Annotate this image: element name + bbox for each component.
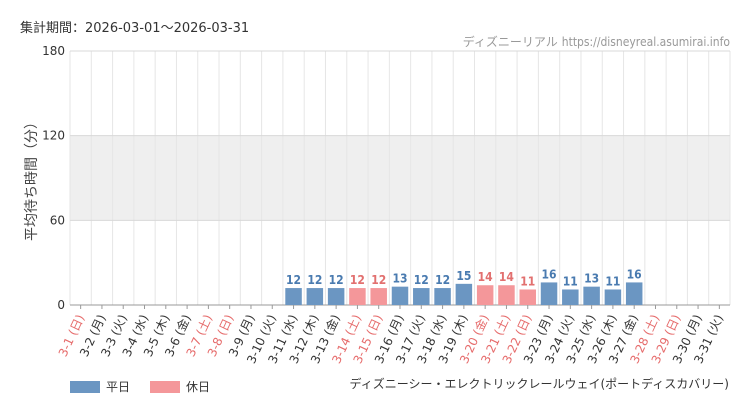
legend-swatch-holiday <box>150 380 181 393</box>
bar <box>604 289 622 305</box>
bar-value-label: 15 <box>456 269 471 283</box>
bar <box>540 282 558 305</box>
site-url[interactable]: https://disneyreal.asumirai.info <box>561 35 730 49</box>
y-tick-label: 60 <box>50 213 65 227</box>
legend-label-holiday: 休日 <box>186 380 211 394</box>
bar <box>583 286 600 305</box>
period-prefix: 集計期間： <box>20 21 86 36</box>
bar <box>370 288 387 305</box>
bar <box>562 289 579 305</box>
site-name: ディズニーリアル <box>462 35 558 49</box>
bar <box>625 282 643 305</box>
bar-value-label: 13 <box>584 272 599 286</box>
bar-value-label: 12 <box>371 273 386 287</box>
legend-item-weekday[interactable]: 平日 <box>70 378 130 395</box>
y-tick-label: 180 <box>42 44 65 58</box>
bar-value-label: 16 <box>627 267 642 281</box>
bar <box>349 288 366 305</box>
bar-value-label: 11 <box>605 274 620 288</box>
bar-value-label: 14 <box>499 270 515 284</box>
y-tick-label: 0 <box>57 298 65 312</box>
bar-value-label: 12 <box>307 273 322 287</box>
bar-value-label: 11 <box>563 274 578 288</box>
period-label: 集計期間：2026-03-01～2026-03-31 <box>20 17 249 36</box>
bar <box>476 285 494 305</box>
bar-value-label: 14 <box>478 270 494 284</box>
bar-value-label: 11 <box>520 274 535 288</box>
bar-value-label: 12 <box>286 273 301 287</box>
bar <box>434 288 451 305</box>
site-credit: ディズニーリアル https://disneyreal.asumirai.info <box>463 33 730 50</box>
bar <box>455 283 473 305</box>
bar-value-label: 12 <box>350 273 365 287</box>
bar <box>327 288 345 305</box>
y-axis-title: 平均待ち時間（分） <box>24 115 40 241</box>
y-tick-label: 120 <box>42 129 65 143</box>
bar <box>498 285 515 305</box>
shaded-band <box>70 135 730 221</box>
bar <box>306 288 324 305</box>
bar-value-label: 12 <box>435 273 450 287</box>
bar-value-label: 13 <box>392 272 407 286</box>
bar-value-label: 16 <box>542 267 557 281</box>
chart-legend: 平日 休日 <box>70 378 230 395</box>
bar <box>391 286 409 305</box>
bar <box>519 289 536 305</box>
period-range: 2026-03-01～2026-03-31 <box>85 21 250 36</box>
bar <box>413 288 430 305</box>
legend-swatch-weekday <box>70 380 100 393</box>
bar-value-label: 12 <box>329 273 344 287</box>
legend-label-weekday: 平日 <box>106 380 131 394</box>
attraction-name: ディズニーシー・エレクトリックレールウェイ(ポートディスカバリー) <box>349 377 729 391</box>
legend-item-holiday[interactable]: 休日 <box>150 378 210 395</box>
bar <box>285 288 302 305</box>
bar-value-label: 12 <box>414 273 429 287</box>
